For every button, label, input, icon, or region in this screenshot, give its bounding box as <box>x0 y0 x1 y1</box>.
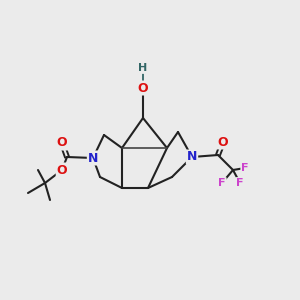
Text: F: F <box>241 163 249 173</box>
Text: F: F <box>218 178 226 188</box>
Text: N: N <box>187 151 197 164</box>
Text: O: O <box>218 136 228 148</box>
Text: H: H <box>138 63 148 73</box>
Text: N: N <box>88 152 98 164</box>
Text: F: F <box>236 178 244 188</box>
Text: O: O <box>138 82 148 94</box>
Text: O: O <box>57 136 67 149</box>
Text: O: O <box>57 164 67 176</box>
